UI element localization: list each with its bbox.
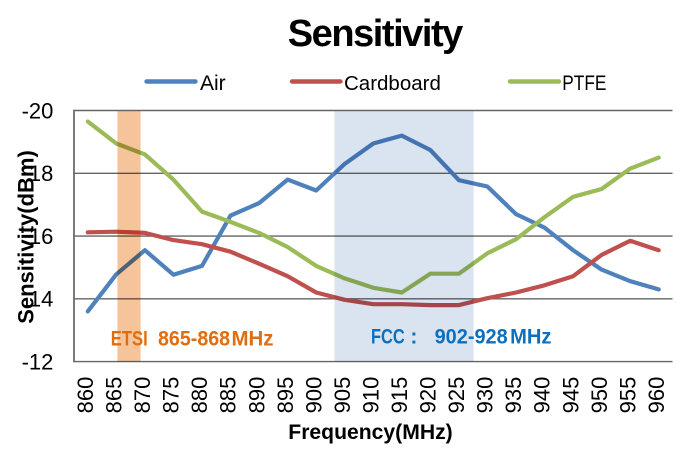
svg-text:865: 865 [102,377,127,414]
svg-text:875: 875 [159,377,184,414]
svg-text:MHz: MHz [232,328,274,351]
svg-text:885: 885 [216,377,241,414]
svg-text:940: 940 [530,377,555,414]
svg-text:Sensitivity(dBm): Sensitivity(dBm) [14,150,39,324]
svg-text:945: 945 [558,377,583,414]
svg-text:16: 16 [29,224,53,249]
svg-text:PTFE: PTFE [562,72,606,95]
svg-text:18: 18 [29,161,53,186]
svg-text:MHz: MHz [510,326,551,349]
svg-text:960: 960 [644,377,669,414]
svg-text::: : [410,326,417,349]
svg-text:930: 930 [473,377,498,414]
svg-text:890: 890 [244,377,269,414]
svg-text:895: 895 [273,377,298,414]
svg-text:14: 14 [29,287,53,312]
svg-text:950: 950 [587,377,612,414]
svg-text:Sensitivity: Sensitivity [288,13,463,55]
svg-text:Cardboard: Cardboard [344,72,441,95]
svg-text:910: 910 [359,377,384,414]
svg-text:ETSI: ETSI [111,328,148,351]
svg-text:900: 900 [301,377,326,414]
svg-text:905: 905 [330,377,355,414]
svg-text:Air: Air [200,72,226,95]
svg-text:880: 880 [187,377,212,414]
svg-text:-12: -12 [22,349,54,374]
svg-text:915: 915 [387,377,412,414]
svg-text:FCC: FCC [371,326,405,349]
svg-text:865-868: 865-868 [158,328,230,351]
svg-text:955: 955 [615,377,640,414]
svg-text:Frequency(MHz): Frequency(MHz) [288,421,452,444]
svg-text:-20: -20 [22,98,54,123]
svg-text:902-928: 902-928 [435,326,508,349]
svg-text:870: 870 [130,377,155,414]
svg-text:860: 860 [73,377,98,414]
svg-text:935: 935 [501,377,526,414]
svg-text:925: 925 [444,377,469,414]
svg-text:920: 920 [416,377,441,414]
